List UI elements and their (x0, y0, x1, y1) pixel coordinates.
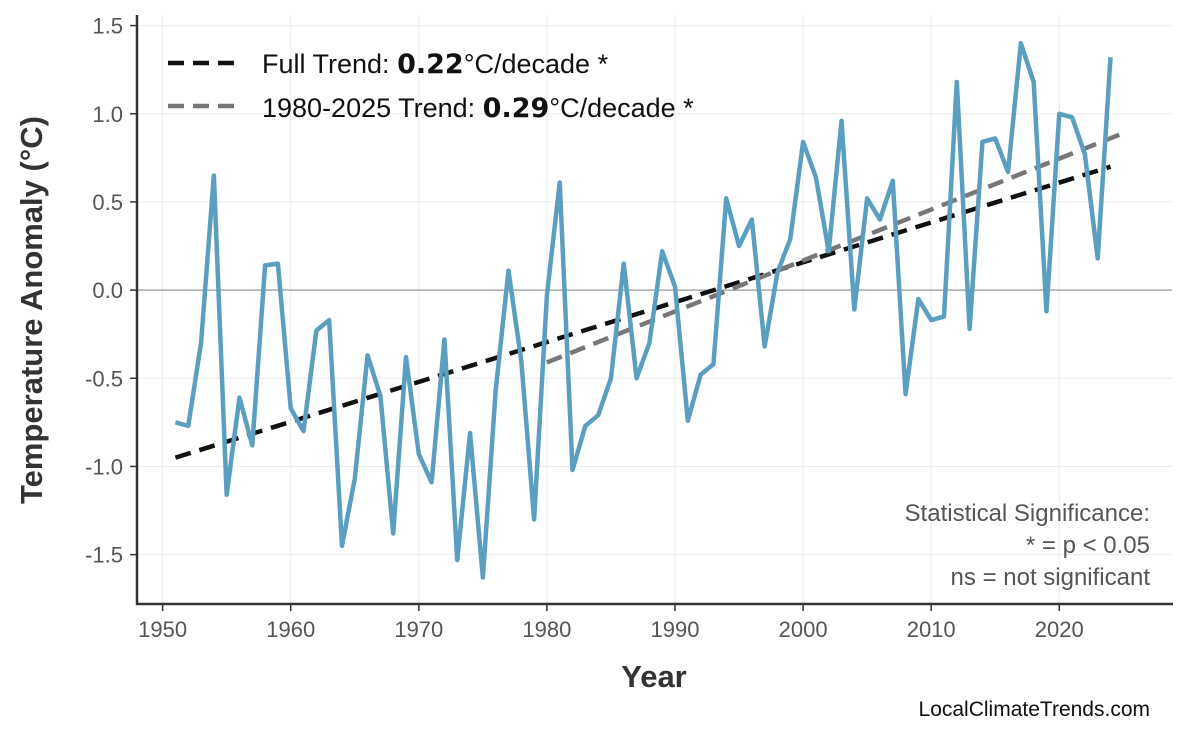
x-tick-label: 2000 (779, 617, 828, 642)
y-tick-label: 1.0 (92, 102, 123, 127)
x-tick-label: 1950 (138, 617, 187, 642)
credit-text: LocalClimateTrends.com (919, 698, 1150, 721)
y-tick-label: -1.5 (85, 543, 123, 568)
data-points (175, 43, 1111, 578)
x-tick-label: 2010 (907, 617, 956, 642)
x-tick-label: 1960 (266, 617, 315, 642)
full-trend-line (174, 164, 1112, 460)
y-tick-label: -0.5 (85, 366, 123, 391)
significance-note: Statistical Significance: * = p < 0.05 n… (905, 500, 1151, 591)
y-tick-label: 0.5 (92, 190, 123, 215)
significance-ns: ns = not significant (951, 564, 1151, 591)
y-tick-label: 1.5 (92, 14, 123, 39)
trend-lines (174, 131, 1125, 460)
x-tick-label: 1990 (651, 617, 700, 642)
legend-full-trend-label: Full Trend: 0.22°C/decade * (262, 49, 609, 80)
y-ticks: -1.5 -1.0 -0.5 0.0 0.5 1.0 1.5 (85, 14, 137, 568)
x-tick-label: 2020 (1035, 617, 1084, 642)
x-ticks: 1950 1960 1970 1980 1990 2000 2010 2020 (138, 604, 1084, 642)
x-tick-label: 1970 (394, 617, 443, 642)
x-axis-label: Year (621, 659, 687, 694)
significance-title: Statistical Significance: (905, 500, 1150, 527)
y-axis-label: Temperature Anomaly (°C) (14, 116, 49, 504)
y-tick-label: -1.0 (85, 454, 123, 479)
x-tick-label: 1980 (522, 617, 571, 642)
significance-p: * = p < 0.05 (1026, 532, 1150, 559)
legend-recent-trend-label: 1980-2025 Trend: 0.29°C/decade * (262, 93, 694, 124)
legend: Full Trend: 0.22°C/decade * 1980-2025 Tr… (168, 49, 694, 124)
temperature-anomaly-series (174, 40, 1113, 580)
y-tick-label: 0.0 (92, 278, 123, 303)
recent-trend-line (546, 131, 1125, 365)
